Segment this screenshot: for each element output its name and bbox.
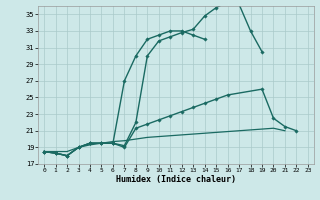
X-axis label: Humidex (Indice chaleur): Humidex (Indice chaleur) bbox=[116, 175, 236, 184]
